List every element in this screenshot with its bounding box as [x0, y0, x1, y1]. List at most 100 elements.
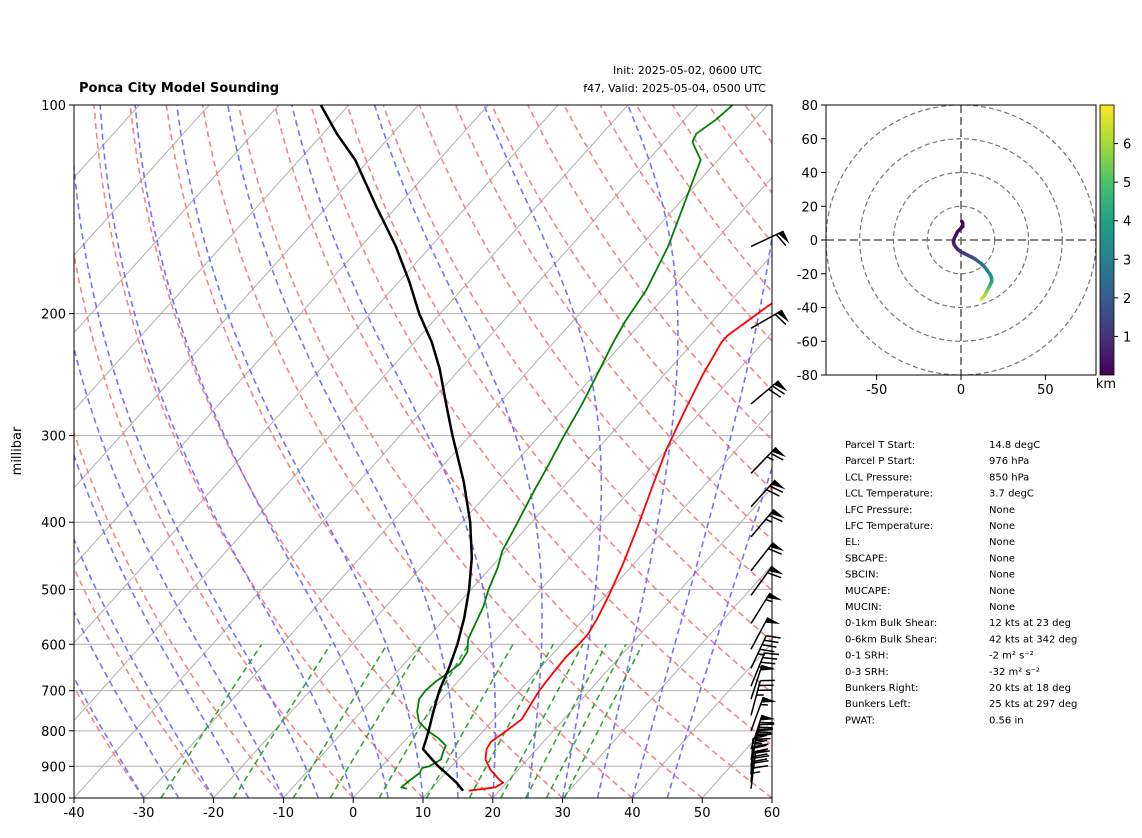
barb-flag [771, 480, 786, 490]
barb-staff [750, 479, 776, 508]
parameter-value: 14.8 degC [989, 440, 1040, 451]
barb-full [763, 639, 779, 644]
barb-full [768, 514, 783, 523]
parameter-label: LCL Temperature: [845, 489, 933, 500]
parameter-label: SBCIN: [845, 570, 879, 581]
dry-adiabat [454, 105, 772, 541]
x-tick-label: 0 [349, 806, 357, 821]
moist-adiabat [291, 105, 497, 798]
parameter-label: 0-3 SRH: [845, 667, 889, 678]
y-tick-label: 400 [41, 516, 66, 531]
parameter-label: 0-1 SRH: [845, 651, 889, 662]
hodo-x-tick-label: 50 [1037, 383, 1054, 398]
mixing-ratio-line [292, 643, 388, 798]
colorbar-tick-label: 6 [1123, 138, 1131, 153]
hodo-y-tick-label: -80 [797, 369, 818, 384]
x-tick-label: 50 [694, 806, 711, 821]
isotherm [74, 105, 350, 411]
isotherm [74, 105, 699, 798]
x-tick-label: -10 [273, 806, 294, 821]
barb-full [754, 760, 769, 764]
moist-adiabat [483, 105, 603, 798]
parameter-value: None [989, 553, 1015, 564]
barb-flag [768, 566, 784, 575]
colorbar-tick-label: 3 [1123, 253, 1131, 268]
isotherm [492, 487, 772, 798]
isotherm [632, 642, 772, 798]
isotherm [74, 105, 559, 644]
barb-full [767, 548, 783, 555]
wind-barb [750, 541, 785, 572]
parameter-label: 0-1km Bulk Shear: [845, 618, 937, 629]
mixing-ratio-line [525, 643, 608, 798]
barb-full [775, 234, 787, 247]
dry-adiabat [346, 105, 772, 694]
parameter-value: -32 m² s⁻² [989, 667, 1040, 678]
x-tick-label: 10 [415, 806, 432, 821]
barb-flag [766, 592, 782, 601]
init-time: Init: 2025-05-02, 0600 UTC [613, 64, 762, 77]
dry-adiabat [74, 565, 215, 798]
barb-staff [750, 696, 765, 732]
moist-adiabat [631, 229, 772, 798]
barb-full [764, 652, 780, 656]
moist-adiabat [373, 105, 543, 798]
wind-barb [750, 592, 782, 624]
parameter-value: 42 kts at 342 deg [989, 634, 1077, 645]
y-tick-label: 600 [41, 638, 66, 653]
isotherm [701, 719, 772, 798]
barb-full [752, 758, 768, 763]
isotherm [422, 409, 772, 798]
wind-barb [750, 679, 775, 716]
y-tick-label: 1000 [33, 792, 66, 807]
dry-adiabat [490, 105, 772, 491]
parameter-label: MUCIN: [845, 602, 882, 613]
barb-flag [776, 310, 790, 323]
barb-full [754, 755, 770, 759]
colorbar-tick-label: 4 [1123, 215, 1131, 230]
barb-full [761, 644, 777, 648]
isotherm [562, 564, 772, 798]
barb-flag [778, 231, 790, 244]
parameter-value: 20 kts at 18 deg [989, 683, 1071, 694]
y-tick-label: 800 [41, 725, 66, 740]
colorbar-tick-label: 2 [1123, 292, 1131, 307]
x-tick-label: -40 [63, 806, 84, 821]
parameter-label: PWAT: [845, 715, 875, 726]
dry-adiabat [93, 105, 424, 798]
parameter-table: Parcel T Start: 14.8 degC Parcel P Start: 9… [845, 440, 1077, 726]
parcel-profile [319, 105, 474, 792]
wind-barb [750, 634, 781, 669]
hodograph-segment [960, 219, 965, 225]
colorbar-tick-label: 1 [1123, 330, 1131, 345]
x-tick-label: -20 [203, 806, 224, 821]
parameter-label: LFC Pressure: [845, 505, 913, 516]
barb-full [756, 731, 772, 734]
parameter-label: Bunkers Left: [845, 699, 911, 710]
wind-barb [750, 750, 770, 789]
moist-adiabat [99, 105, 354, 798]
mixing-ratio-line [378, 643, 469, 798]
y-tick-label: 900 [41, 760, 66, 775]
dry-adiabat [129, 105, 494, 798]
hodo-y-tick-label: -20 [797, 268, 818, 283]
x-tick-label: 30 [554, 806, 571, 821]
parameter-label: 0-6km Bulk Shear: [845, 634, 937, 645]
mixing-ratio-line [232, 643, 332, 798]
barb-full [769, 485, 784, 494]
hodo-y-tick-label: 40 [801, 167, 818, 182]
wind-barb [750, 446, 787, 474]
parameter-value: 0.56 in [989, 715, 1024, 726]
barb-full [774, 313, 787, 325]
isotherm [74, 105, 210, 256]
moist-adiabat [227, 105, 459, 798]
hodo-x-tick-label: -50 [866, 383, 887, 398]
barb-full [759, 648, 775, 653]
y-tick-label: 100 [41, 99, 66, 114]
barb-staff [750, 635, 767, 669]
barb-full [758, 666, 774, 670]
barb-half [760, 703, 768, 706]
dry-adiabat [563, 105, 772, 392]
dry-adiabat [635, 105, 772, 293]
